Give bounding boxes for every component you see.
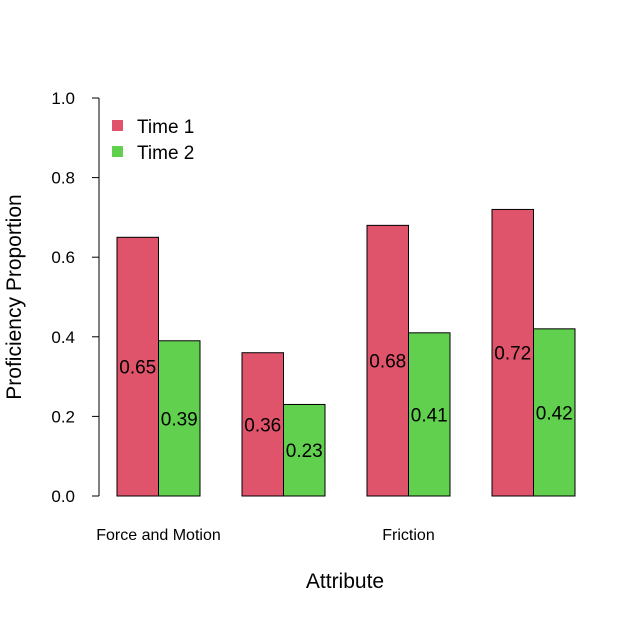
y-tick-label: 1.0: [51, 89, 75, 108]
bars: [116, 208, 576, 497]
data-label: 0.39: [161, 409, 198, 430]
y-tick-label: 0.2: [51, 407, 75, 426]
data-label: 0.65: [119, 358, 156, 379]
legend: Time 1 Time 2: [112, 117, 194, 164]
data-label: 0.72: [494, 344, 531, 365]
data-label: 0.36: [244, 415, 281, 436]
x-tick-label: Friction: [382, 527, 434, 544]
y-axis: 0.0 0.2 0.4 0.6 0.8 1.0: [51, 89, 100, 506]
bar: [283, 403, 326, 497]
y-tick-label: 0.0: [51, 487, 75, 506]
x-tick-labels: Force and Motion Friction: [96, 527, 434, 544]
bar: [408, 332, 451, 497]
value-labels: 0.65 0.39 0.360.23 0.68 0.41 0.72 0.42: [119, 344, 572, 463]
bar: [533, 328, 576, 497]
data-label: 0.68: [369, 352, 406, 373]
data-label: 0.23: [286, 441, 323, 462]
y-tick-label: 0.4: [51, 328, 75, 347]
legend-swatch: [112, 146, 123, 157]
y-tick-label: 0.8: [51, 169, 75, 188]
bar: [116, 236, 159, 497]
y-axis-title: Proficiency Proportion: [3, 194, 26, 399]
x-axis-title: Attribute: [306, 570, 384, 593]
legend-label: Time 2: [137, 143, 194, 164]
y-tick-label: 0.6: [51, 248, 75, 267]
x-tick-label: Force and Motion: [96, 527, 221, 544]
legend-label: Time 1: [137, 117, 194, 138]
bar: [241, 352, 284, 497]
legend-swatch: [112, 120, 123, 131]
data-label: 0.41: [411, 405, 448, 426]
bar: [366, 224, 409, 497]
data-label: 0.42: [536, 403, 573, 424]
bar: [158, 340, 201, 497]
